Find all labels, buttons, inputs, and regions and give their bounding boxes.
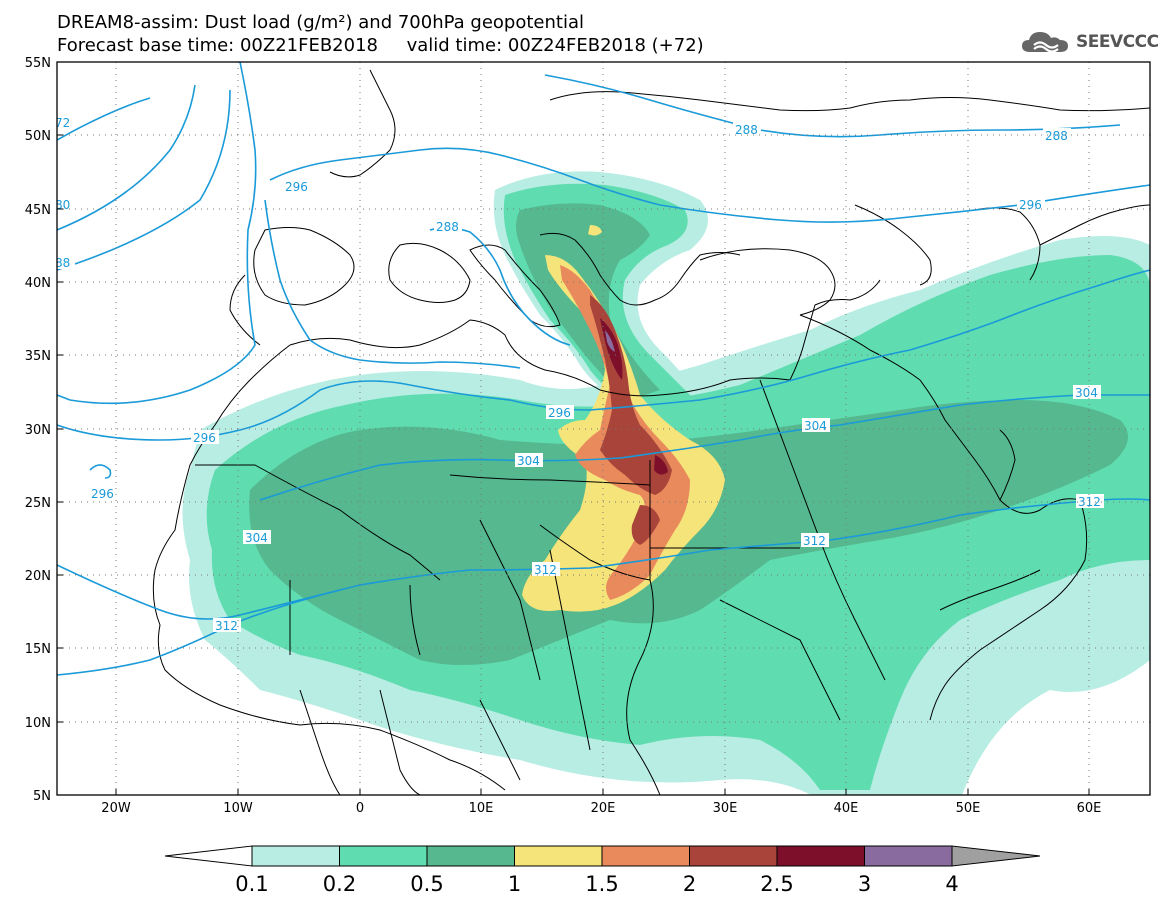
longitude-labels: 20W 10W 0 10E 20E 30E 40E 50E 60E [101,801,1101,816]
lon-label: 10W [223,801,253,816]
contour-label: 312 [803,534,826,548]
contour-label: 312 [534,563,557,577]
lat-label: 10N [25,716,51,731]
lat-label: 40N [25,276,51,291]
lon-label: 40E [834,801,859,816]
contour-label: 88 [55,256,70,270]
colorbar-segment [601,845,690,867]
colorbar-segment [251,845,340,867]
colorbar-tick: 1.5 [585,872,618,896]
forecast-time-line: Forecast base time: 00Z21FEB2018 valid t… [57,35,704,56]
lon-label: 50E [956,801,981,816]
lat-label: 25N [25,496,51,511]
lon-label: 20W [101,801,131,816]
contour-label: 72 [55,116,70,130]
lat-label: 20N [25,569,51,584]
colorbar-tick: 2 [683,872,696,896]
contour-label: 296 [548,406,571,420]
ticks [57,61,1090,795]
contour-label: 288 [1045,129,1068,143]
latitude-labels: 55N 50N 45N 40N 35N 30N 25N 20N 15N 10N … [25,56,51,804]
contour-label: 304 [517,454,540,468]
map-area: 72 80 88 296 288 288 288 296 296 296 304… [55,62,1150,795]
colorbar-tick: 3 [858,872,871,896]
contour-label: 312 [215,619,238,633]
lat-label: 35N [25,349,51,364]
lon-label: 30E [713,801,738,816]
colorbar-tick: 2.5 [760,872,793,896]
colorbar-segment [426,845,515,867]
colorbar-segment [164,845,253,867]
contour-label: 296 [285,180,308,194]
dust-shading [182,171,1150,795]
lon-label: 20E [591,801,616,816]
colorbar-segment [689,845,778,867]
contour-label: 304 [804,419,827,433]
lat-label: 45N [25,203,51,218]
contour-label: 288 [735,123,758,137]
colorbar-tick: 0.5 [410,872,443,896]
colorbar-tick: 0.1 [235,872,268,896]
colorbar-segment [864,845,953,867]
colorbar-segment [339,845,428,867]
colorbar-segment [514,845,603,867]
colorbar-tick: 1 [508,872,521,896]
lat-label: 5N [33,789,51,804]
colorbar: 0.1 0.2 0.5 1 1.5 2 2.5 3 4 [164,845,1041,896]
contour-label: 296 [193,431,216,445]
lon-label: 10E [469,801,494,816]
lat-label: 55N [25,56,51,71]
contour-label: 296 [91,487,114,501]
seevccc-logo: SEEVCCC [1020,28,1159,56]
lat-label: 50N [25,129,51,144]
contour-labels: 72 80 88 296 288 288 288 296 296 296 304… [55,115,1104,633]
colorbar-segment [776,845,865,867]
logo-text: SEEVCCC [1076,32,1159,52]
lon-label: 0 [356,801,364,816]
map-title: DREAM8-assim: Dust load (g/m²) and 700hP… [57,12,584,33]
lon-label: 60E [1077,801,1102,816]
contour-label: 304 [245,531,268,545]
cloud-icon [1022,32,1068,53]
lat-label: 15N [25,642,51,657]
contour-label: 296 [1019,198,1042,212]
contour-label: 304 [1075,386,1098,400]
colorbar-tick: 0.2 [323,872,356,896]
colorbar-tick: 4 [945,872,958,896]
colorbar-segment [951,845,1041,867]
contour-label: 288 [436,220,459,234]
lat-label: 30N [25,423,51,438]
graticule [57,62,1150,795]
